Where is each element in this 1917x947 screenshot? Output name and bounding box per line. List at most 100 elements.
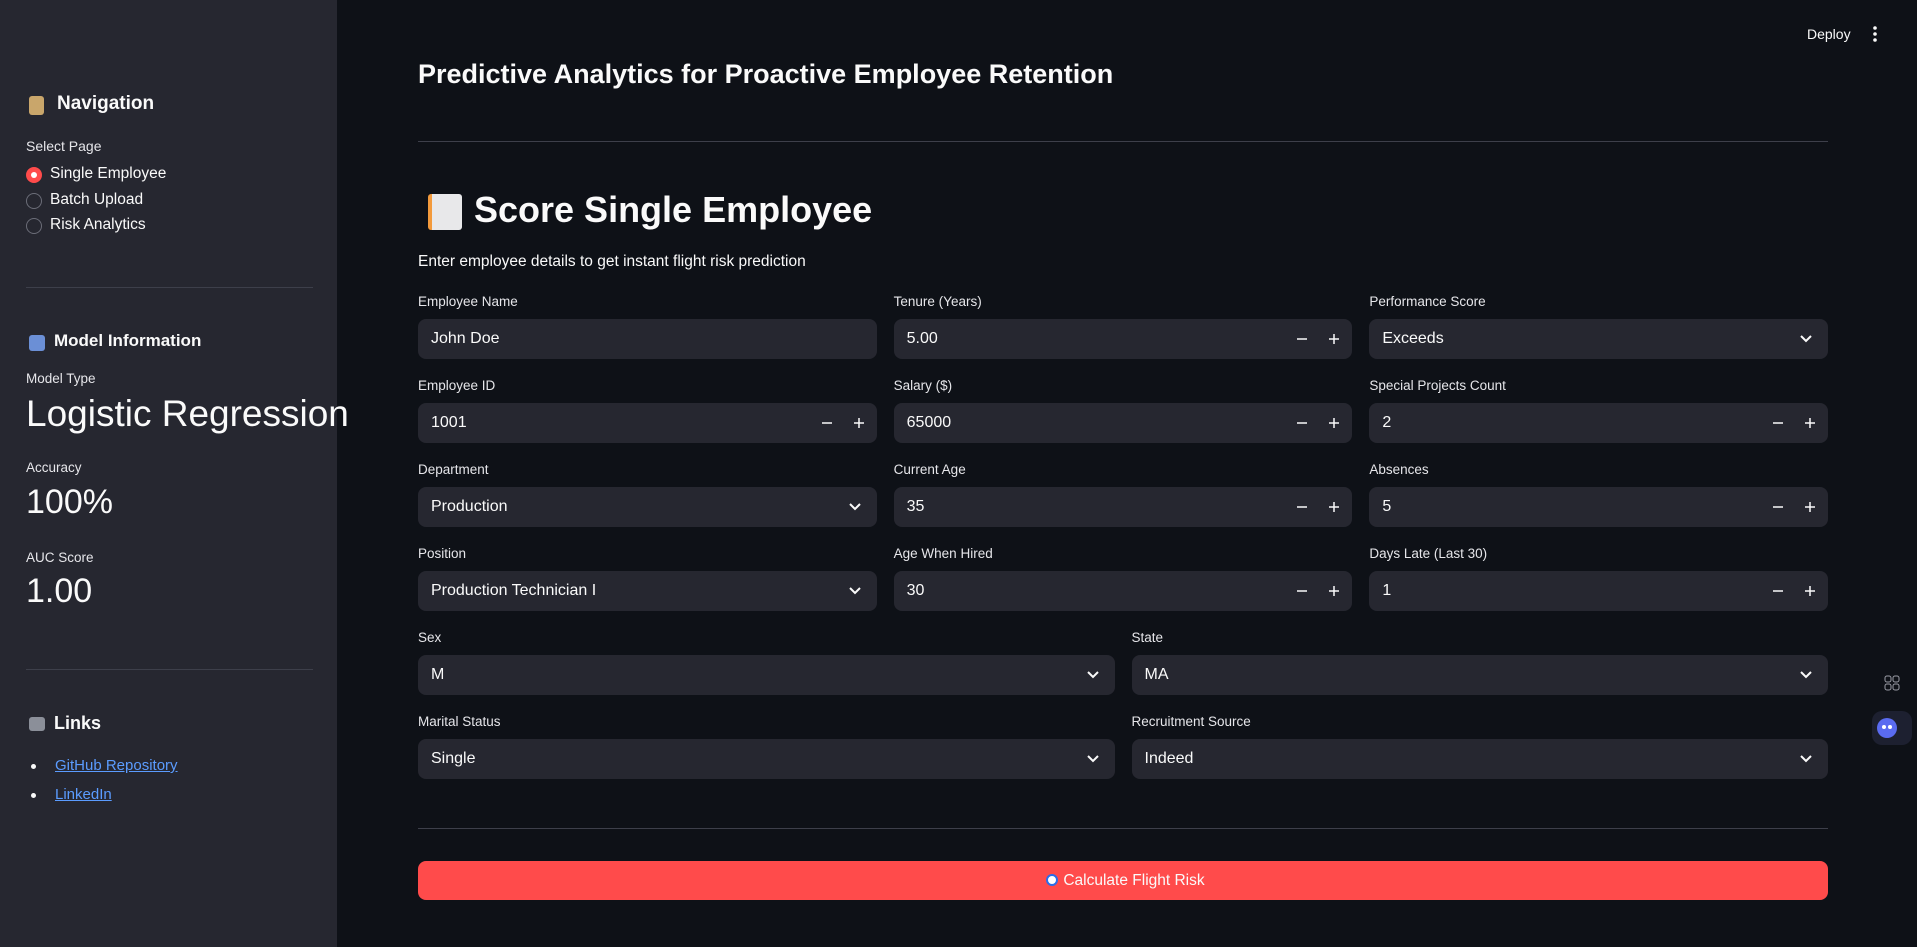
stepper	[1772, 502, 1815, 512]
chevron	[848, 587, 861, 595]
deploy-button[interactable]: Deploy	[1807, 26, 1851, 42]
stepper	[1297, 334, 1340, 344]
input-value: 35	[906, 498, 925, 515]
metric-value: Logistic Regression	[26, 393, 349, 434]
input-value: Exceeds	[1382, 330, 1444, 347]
chevron	[1800, 335, 1812, 343]
link[interactable]: GitHub Repository	[55, 757, 178, 774]
field-label: Salary ($)	[893, 378, 953, 393]
field-label: Absences	[1369, 462, 1429, 477]
chevron	[848, 503, 861, 511]
divider	[418, 141, 1828, 142]
radio-label[interactable]: Single Employee	[50, 165, 167, 182]
field-label: Department	[418, 462, 489, 477]
select-input[interactable]: Production Technician I	[418, 571, 877, 611]
field-label: Employee Name	[418, 294, 518, 309]
stepper	[1297, 586, 1340, 596]
input-value: 1	[1382, 582, 1392, 599]
input-value: 5.00	[906, 330, 938, 347]
chevron	[1800, 671, 1812, 679]
section-title: Score Single Employee	[474, 189, 873, 230]
links-title: Links	[54, 713, 102, 733]
field-label: Age When Hired	[893, 546, 993, 561]
field-label: Tenure (Years)	[893, 294, 982, 309]
chevron	[1086, 671, 1099, 679]
input-value: 2	[1382, 414, 1392, 431]
metric-label: Accuracy	[26, 460, 82, 475]
radio-label[interactable]: Batch Upload	[50, 190, 144, 208]
chevron-path	[1086, 671, 1099, 679]
input-value: Production	[431, 498, 508, 515]
input-value: Indeed	[1144, 750, 1194, 767]
number-input[interactable]: 1001	[418, 403, 877, 443]
field-label: Current Age	[893, 462, 966, 477]
metric-value: 100%	[26, 483, 113, 521]
radio-label[interactable]: Risk Analytics	[50, 216, 146, 233]
grid-widget[interactable]	[1879, 670, 1905, 696]
chevron	[1086, 755, 1099, 763]
sidebar: Navigation Select Page Single Employee Ba…	[0, 0, 349, 947]
memo-icon	[428, 194, 462, 230]
clipboard-icon	[29, 96, 44, 115]
chevron-path	[1800, 335, 1812, 343]
number-input[interactable]: 30	[893, 571, 1353, 611]
target-icon	[1046, 874, 1058, 886]
select-input[interactable]: M	[418, 655, 1115, 695]
page-title: Predictive Analytics for Proactive Emplo…	[418, 59, 1114, 89]
divider	[418, 828, 1828, 829]
divider	[26, 287, 313, 288]
field-label: Recruitment Source	[1131, 714, 1251, 729]
field-label: Special Projects Count	[1369, 378, 1506, 393]
calculate-button[interactable]: Calculate Flight Risk	[418, 861, 1828, 900]
field-label: Marital Status	[418, 714, 501, 729]
radio-circle[interactable]	[26, 192, 42, 209]
bullet	[31, 764, 36, 769]
select-input[interactable]: Production	[418, 487, 877, 527]
chevron-path	[848, 503, 861, 511]
input-value: Single	[431, 750, 476, 767]
chevron	[1800, 755, 1812, 763]
stepper	[1772, 418, 1815, 428]
assistant-widget[interactable]	[1872, 711, 1912, 745]
radio-dot	[31, 172, 37, 178]
number-input[interactable]: 65000	[893, 403, 1353, 443]
input-value: 1001	[431, 414, 467, 431]
field-label: Days Late (Last 30)	[1369, 546, 1488, 561]
chevron-path	[848, 587, 861, 595]
select-input[interactable]: Indeed	[1131, 739, 1828, 779]
text-input[interactable]: John Doe	[418, 319, 877, 359]
input-value: 65000	[906, 414, 952, 431]
main-menu[interactable]	[1870, 24, 1880, 44]
field-label: State	[1131, 630, 1164, 645]
number-input[interactable]: 2	[1369, 403, 1828, 443]
select-input[interactable]: Exceeds	[1369, 319, 1828, 359]
link-icon	[29, 717, 45, 731]
input-value: 5	[1382, 498, 1392, 515]
number-input[interactable]: 35	[893, 487, 1353, 527]
nav-title: Navigation	[57, 93, 155, 114]
select-input[interactable]: Single	[418, 739, 1115, 779]
chevron-path	[1800, 755, 1812, 763]
chevron-path	[1086, 755, 1099, 763]
select-input[interactable]: MA	[1131, 655, 1828, 695]
link[interactable]: LinkedIn	[55, 786, 112, 803]
input-value: John Doe	[431, 330, 500, 347]
stepper	[821, 418, 864, 428]
metric-label: AUC Score	[26, 550, 94, 565]
stepper	[1297, 418, 1340, 428]
field-label: Sex	[418, 630, 442, 645]
description: Enter employee details to get instant fl…	[418, 253, 806, 270]
chart-icon	[29, 335, 45, 351]
number-input[interactable]: 1	[1369, 571, 1828, 611]
field-label: Employee ID	[418, 378, 496, 393]
divider	[26, 669, 313, 670]
stepper	[1297, 502, 1340, 512]
button-label: Calculate Flight Risk	[1063, 872, 1205, 889]
bullet	[31, 793, 36, 798]
input-value: M	[431, 666, 445, 683]
number-input[interactable]: 5	[1369, 487, 1828, 527]
number-input[interactable]: 5.00	[893, 319, 1353, 359]
model-info-title: Model Information	[54, 331, 202, 350]
radio-circle[interactable]	[26, 218, 42, 234]
